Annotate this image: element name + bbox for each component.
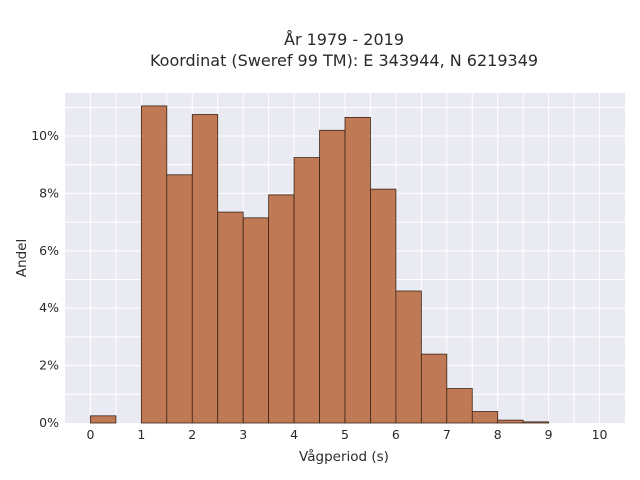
chart-title-line1: År 1979 - 2019 xyxy=(284,30,404,49)
y-ticks: 0% 2% 4% 6% 8% 10% xyxy=(31,128,59,430)
histogram-bar xyxy=(319,129,346,424)
histogram-bar xyxy=(166,174,193,424)
histogram-bar xyxy=(293,157,320,424)
histogram-bar xyxy=(268,194,295,424)
histogram-bar xyxy=(242,217,270,424)
bars xyxy=(90,105,550,424)
x-tick-label: 0 xyxy=(86,427,94,442)
x-tick-label: 6 xyxy=(392,427,400,442)
histogram-bar xyxy=(471,411,499,424)
x-tick-label: 3 xyxy=(239,427,247,442)
x-tick-label: 8 xyxy=(494,427,502,442)
histogram-bar xyxy=(446,388,473,424)
y-tick-label: 2% xyxy=(39,358,59,373)
y-tick-label: 6% xyxy=(39,243,59,258)
histogram-bar xyxy=(90,415,117,424)
histogram-bar xyxy=(370,188,397,424)
histogram-bar xyxy=(497,419,524,424)
histogram-bar xyxy=(395,290,422,424)
x-tick-label: 1 xyxy=(137,427,145,442)
y-tick-label: 8% xyxy=(39,185,59,200)
x-tick-label: 5 xyxy=(341,427,349,442)
x-tick-label: 10 xyxy=(592,427,608,442)
histogram-bar xyxy=(522,421,550,424)
x-tick-label: 4 xyxy=(290,427,298,442)
x-tick-label: 2 xyxy=(188,427,196,442)
y-tick-label: 0% xyxy=(39,415,59,430)
x-axis-label: Vågperiod (s) xyxy=(299,448,389,465)
histogram-bar xyxy=(140,105,168,424)
histogram-bar xyxy=(344,116,371,424)
y-tick-label: 4% xyxy=(39,300,59,315)
y-tick-label: 10% xyxy=(31,128,59,143)
y-axis-label: Andel xyxy=(14,239,30,277)
x-ticks: 0 1 2 3 4 5 6 7 8 9 10 xyxy=(86,427,607,442)
histogram-bar xyxy=(191,114,219,424)
histogram-bar xyxy=(420,353,448,424)
histogram-bar xyxy=(217,211,244,424)
x-tick-label: 7 xyxy=(443,427,451,442)
x-tick-label: 9 xyxy=(545,427,553,442)
chart-title-line2: Koordinat (Sweref 99 TM): E 343944, N 62… xyxy=(150,51,538,70)
